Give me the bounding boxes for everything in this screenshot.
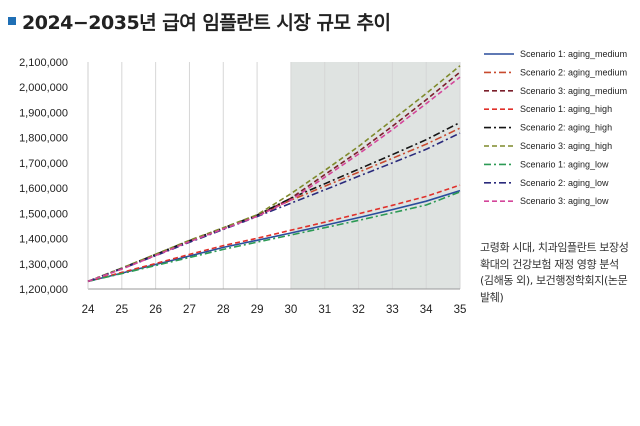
y-tick-label: 2,100,000 <box>19 57 68 69</box>
y-tick-label: 1,600,000 <box>19 183 68 195</box>
x-tick-label: 30 <box>285 304 298 316</box>
series-line <box>87 76 461 283</box>
y-tick-label: 1,500,000 <box>19 208 68 220</box>
title-bar: 2024−2035년 급여 임플란트 시장 규모 추이 <box>8 6 391 36</box>
series-line <box>87 184 461 283</box>
x-tick-label: 26 <box>149 304 162 316</box>
x-tick-label: 25 <box>115 304 128 316</box>
x-tick-label: 27 <box>183 304 196 316</box>
source-note: 고령화 시대, 치과임플란트 보장성 확대의 건강보험 재정 영향 분석(김해동… <box>480 241 629 304</box>
y-tick-label: 1,300,000 <box>19 259 68 271</box>
x-tick-label: 28 <box>217 304 230 316</box>
legend-label: Scenario 3: aging_high <box>520 141 612 151</box>
legend-label: Scenario 2: aging_high <box>520 123 612 133</box>
y-tick-label: 1,700,000 <box>19 158 68 170</box>
x-tick-label: 32 <box>352 304 365 316</box>
legend-label: Scenario 3: aging_low <box>520 196 609 206</box>
legend-label: Scenario 1: aging_low <box>520 159 609 169</box>
legend-label: Scenario 2: aging_medium <box>520 67 627 77</box>
x-tick-label: 24 <box>82 304 95 316</box>
title-square-icon <box>8 17 16 25</box>
forecast-shade <box>290 62 460 289</box>
legend-label: Scenario 1: aging_medium <box>520 49 627 59</box>
x-tick-label: 29 <box>251 304 264 316</box>
y-tick-label: 1,200,000 <box>19 284 68 296</box>
x-tick-label: 35 <box>454 304 467 316</box>
y-tick-label: 1,900,000 <box>19 107 68 119</box>
series-line <box>87 189 461 283</box>
y-tick-label: 2,000,000 <box>19 82 68 94</box>
y-tick-label: 1,800,000 <box>19 133 68 145</box>
legend-label: Scenario 3: aging_medium <box>520 86 627 96</box>
series-line <box>87 65 461 283</box>
legend-label: Scenario 1: aging_high <box>520 104 612 114</box>
legend-label: Scenario 2: aging_low <box>520 178 609 188</box>
y-tick-label: 1,400,000 <box>19 234 68 246</box>
x-tick-label: 34 <box>420 304 433 316</box>
chart-title: 2024−2035년 급여 임플란트 시장 규모 추이 <box>22 11 391 34</box>
series-line <box>87 191 461 283</box>
x-tick-label: 31 <box>318 304 331 316</box>
x-tick-label: 33 <box>386 304 399 316</box>
